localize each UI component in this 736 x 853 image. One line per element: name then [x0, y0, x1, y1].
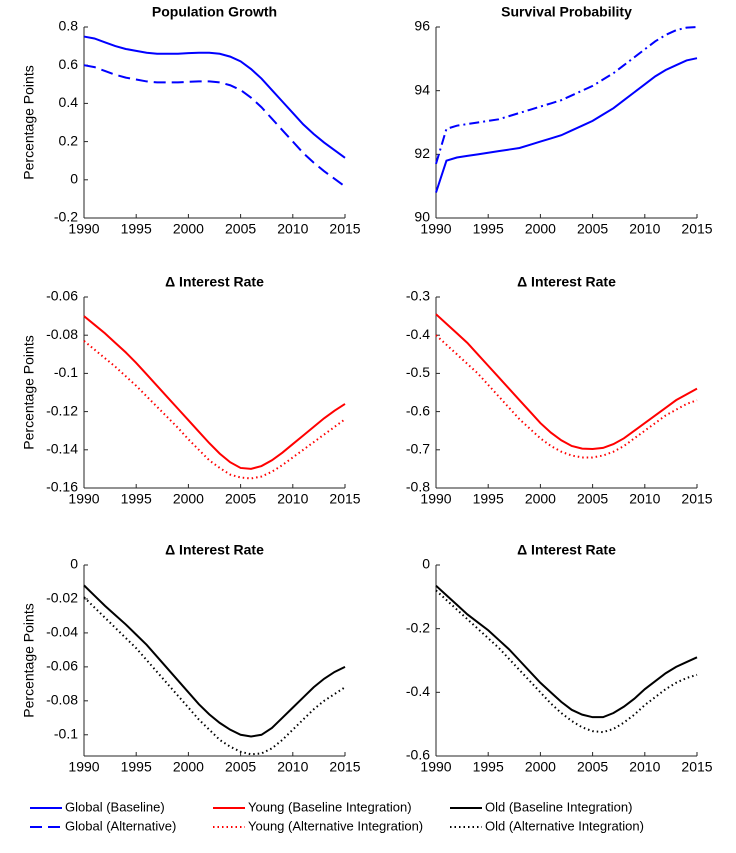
x-tick-label: 2010 — [277, 221, 308, 237]
x-tick-label: 2005 — [225, 491, 256, 507]
chart-title: Population Growth — [152, 4, 277, 20]
chart-title: Survival Probability — [501, 4, 632, 20]
x-tick-label: 2010 — [277, 491, 308, 507]
y-tick-label: 0 — [422, 556, 430, 572]
series-line — [83, 584, 346, 738]
series-line — [83, 340, 346, 480]
chart-title: Δ Interest Rate — [165, 274, 264, 290]
y-tick-label: 94 — [414, 81, 430, 97]
x-tick-label: 2015 — [681, 759, 712, 775]
x-tick-label: 2000 — [173, 491, 204, 507]
x-tick-label: 1995 — [121, 221, 152, 237]
x-tick-label: 1995 — [473, 491, 504, 507]
x-tick-label: 2000 — [525, 221, 556, 237]
x-tick-label: 1990 — [68, 759, 99, 775]
y-tick-label: -0.08 — [46, 692, 78, 708]
x-tick-label: 2010 — [629, 491, 660, 507]
y-tick-label: -0.14 — [46, 441, 78, 457]
y-tick-label: -0.3 — [406, 288, 430, 304]
legend-label: Old (Alternative Integration) — [485, 818, 644, 833]
legend-label: Young (Baseline Integration) — [248, 799, 412, 814]
x-tick-label: 2015 — [681, 491, 712, 507]
legend-label: Young (Alternative Integration) — [248, 818, 423, 833]
x-tick-label: 2005 — [577, 491, 608, 507]
x-tick-label: 2000 — [525, 491, 556, 507]
x-tick-label: 2005 — [577, 759, 608, 775]
x-tick-label: 1995 — [121, 759, 152, 775]
chart-title: Δ Interest Rate — [517, 542, 616, 558]
x-tick-label: 1990 — [420, 221, 451, 237]
chart-title: Δ Interest Rate — [517, 274, 616, 290]
y-tick-label: -0.6 — [406, 402, 430, 418]
y-tick-label: 0 — [70, 556, 78, 572]
y-tick-label: 0.4 — [59, 94, 79, 110]
x-tick-label: 2000 — [173, 221, 204, 237]
x-tick-label: 2005 — [225, 221, 256, 237]
legend-label: Global (Baseline) — [65, 799, 165, 814]
x-tick-label: 1995 — [121, 491, 152, 507]
x-tick-label: 2015 — [329, 491, 360, 507]
y-tick-label: -0.5 — [406, 364, 430, 380]
y-tick-label: -0.4 — [406, 326, 430, 342]
x-tick-label: 2005 — [577, 221, 608, 237]
y-tick-label: -0.12 — [46, 402, 78, 418]
legend-label: Global (Alternative) — [65, 818, 176, 833]
y-tick-label: -0.06 — [46, 288, 78, 304]
y-axis-label: Percentage Points — [21, 603, 37, 717]
y-tick-label: 90 — [414, 209, 430, 225]
y-tick-label: -0.8 — [406, 479, 430, 495]
series-line — [435, 589, 698, 734]
x-tick-label: 1990 — [420, 759, 451, 775]
x-tick-label: 2015 — [681, 221, 712, 237]
y-axis-label: Percentage Points — [21, 335, 37, 449]
y-tick-label: 0.2 — [59, 132, 79, 148]
legend-label: Old (Baseline Integration) — [485, 799, 632, 814]
y-tick-label: 96 — [414, 18, 430, 34]
x-tick-label: 1990 — [420, 491, 451, 507]
y-tick-label: -0.2 — [54, 209, 78, 225]
y-tick-label: -0.16 — [46, 479, 78, 495]
x-tick-label: 1990 — [68, 221, 99, 237]
y-tick-label: -0.2 — [406, 619, 430, 635]
x-tick-label: 1995 — [473, 221, 504, 237]
x-tick-label: 2015 — [329, 759, 360, 775]
x-tick-label: 2010 — [629, 221, 660, 237]
series-line — [435, 334, 698, 459]
x-tick-label: 2000 — [525, 759, 556, 775]
series-line — [435, 57, 698, 193]
x-tick-label: 2015 — [329, 221, 360, 237]
x-tick-label: 2000 — [173, 759, 204, 775]
x-tick-label: 2010 — [629, 759, 660, 775]
y-tick-label: -0.1 — [54, 725, 78, 741]
y-tick-label: -0.04 — [46, 624, 78, 640]
y-tick-label: 0.6 — [59, 56, 79, 72]
y-tick-label: -0.1 — [54, 364, 78, 380]
y-tick-label: -0.7 — [406, 441, 430, 457]
y-tick-label: -0.02 — [46, 590, 78, 606]
series-line — [435, 26, 698, 165]
y-tick-label: 92 — [414, 145, 430, 161]
series-line — [435, 313, 698, 451]
series-line — [83, 35, 346, 159]
y-tick-label: 0 — [70, 171, 78, 187]
y-tick-label: -0.4 — [406, 683, 430, 699]
y-tick-label: -0.6 — [406, 747, 430, 763]
x-tick-label: 2010 — [277, 759, 308, 775]
y-tick-label: -0.08 — [46, 326, 78, 342]
x-tick-label: 1990 — [68, 491, 99, 507]
series-line — [435, 584, 698, 719]
y-axis-label: Percentage Points — [21, 65, 37, 179]
series-line — [83, 596, 346, 756]
y-tick-label: -0.06 — [46, 658, 78, 674]
series-line — [83, 64, 346, 188]
series-line — [83, 315, 346, 470]
chart-title: Δ Interest Rate — [165, 542, 264, 558]
x-tick-label: 1995 — [473, 759, 504, 775]
x-tick-label: 2005 — [225, 759, 256, 775]
y-tick-label: 0.8 — [59, 18, 79, 34]
